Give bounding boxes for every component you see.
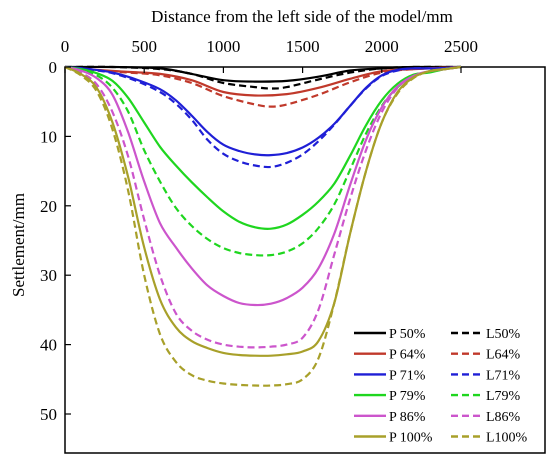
plot-border bbox=[64, 66, 546, 454]
series-line-p100 bbox=[64, 65, 462, 357]
y-tick-label: 10 bbox=[40, 127, 57, 146]
y-tick-label: 0 bbox=[49, 58, 58, 77]
legend-label: P 71% bbox=[389, 368, 426, 383]
legend-background bbox=[350, 320, 540, 448]
legend: P 50% L50% P 64% L64% P 71% L71% P 79% L79% P 86… bbox=[350, 320, 540, 448]
x-tick-label: 500 bbox=[131, 37, 157, 56]
y-tick-label: 20 bbox=[40, 197, 57, 216]
x-tick-label: 2000 bbox=[365, 37, 399, 56]
y-axis-ticks: 0 10 20 30 40 50 bbox=[40, 58, 71, 424]
y-tick-label: 40 bbox=[40, 336, 57, 355]
legend-label: P 86% bbox=[389, 410, 426, 425]
legend-label: L100% bbox=[486, 431, 528, 446]
y-axis-label: Settlement/mm bbox=[9, 193, 28, 297]
x-tick-label: 0 bbox=[61, 37, 70, 56]
legend-label: L50% bbox=[486, 327, 521, 342]
legend-label: P 79% bbox=[389, 389, 426, 404]
legend-label: L79% bbox=[486, 389, 521, 404]
series-line-l71 bbox=[64, 65, 462, 169]
series-line-l86 bbox=[64, 65, 462, 349]
legend-label: P 100% bbox=[389, 431, 433, 446]
x-tick-label: 2500 bbox=[444, 37, 478, 56]
series-line-l64 bbox=[64, 65, 462, 108]
plot-frame bbox=[64, 66, 546, 454]
legend-label: L64% bbox=[486, 348, 521, 363]
x-tick-label: 1500 bbox=[286, 37, 320, 56]
series-line-p79 bbox=[64, 65, 462, 230]
x-tick-label: 1000 bbox=[206, 37, 240, 56]
x-axis-label: Distance from the left side of the model… bbox=[151, 7, 453, 26]
y-tick-label: 50 bbox=[40, 405, 57, 424]
legend-label: L86% bbox=[486, 410, 521, 425]
legend-label: P 50% bbox=[389, 327, 426, 342]
x-axis-ticks: 0 500 1000 1500 2000 2500 bbox=[61, 37, 478, 73]
legend-label: P 64% bbox=[389, 348, 426, 363]
legend-label: L71% bbox=[486, 368, 521, 383]
y-tick-label: 30 bbox=[40, 266, 57, 285]
